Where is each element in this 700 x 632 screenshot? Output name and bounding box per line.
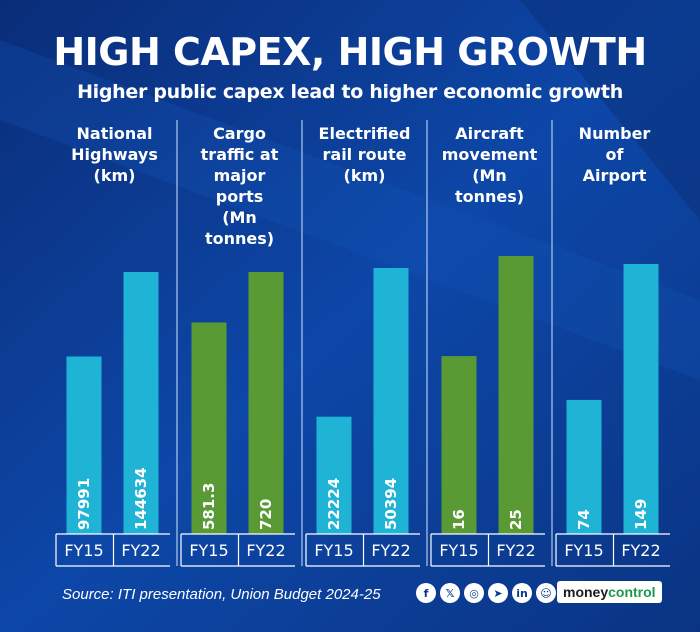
panel-label-aircraft-movement: Aircraft: [455, 124, 524, 143]
value-label-aircraft-movement-fy15: 16: [450, 509, 468, 530]
panel-label-cargo-traffic: (Mn: [222, 208, 257, 227]
bar-number-of-airport-fy15: [566, 399, 602, 534]
bar-national-highways-fy15: [66, 356, 102, 534]
category-label-aircraft-movement-fy15: FY15: [439, 541, 478, 560]
bar-national-highways-fy22: [123, 272, 159, 534]
category-label-national-highways-fy15: FY15: [64, 541, 103, 560]
panel-label-national-highways: National: [77, 124, 153, 143]
panel-label-aircraft-movement: tonnes): [455, 187, 524, 206]
value-label-national-highways-fy15: 97991: [75, 478, 93, 530]
linkedin-icon[interactable]: in: [512, 583, 532, 603]
instagram-icon[interactable]: ◎: [464, 583, 484, 603]
panel-label-number-of-airport: Airport: [583, 166, 647, 185]
chart-title: HIGH CAPEX, HIGH GROWTH: [53, 30, 647, 74]
panel-label-electrified-rail: rail route: [323, 145, 407, 164]
panel-label-national-highways: Highways: [71, 145, 158, 164]
brand-logo: moneycontrol: [557, 581, 662, 603]
chart-subtitle: Higher public capex lead to higher econo…: [77, 81, 623, 103]
panel-label-cargo-traffic: major: [214, 166, 266, 185]
value-label-number-of-airport-fy22: 149: [632, 499, 650, 530]
category-label-number-of-airport-fy22: FY22: [621, 541, 660, 560]
value-label-number-of-airport-fy15: 74: [575, 509, 593, 530]
bar-cargo-traffic-fy15: [191, 322, 227, 534]
value-label-aircraft-movement-fy22: 25: [507, 509, 525, 530]
value-label-electrified-rail-fy22: 50394: [382, 478, 400, 530]
category-label-aircraft-movement-fy22: FY22: [496, 541, 535, 560]
category-label-national-highways-fy22: FY22: [121, 541, 160, 560]
koo-icon[interactable]: ☺: [536, 583, 556, 603]
brand-money: money: [563, 584, 609, 600]
bar-number-of-airport-fy22: [623, 264, 659, 534]
panel-label-aircraft-movement: movement: [442, 145, 538, 164]
bar-aircraft-movement-fy22: [498, 256, 534, 534]
panel-label-cargo-traffic: tonnes): [205, 229, 274, 248]
panel-label-national-highways: (km): [94, 166, 136, 185]
panel-label-cargo-traffic: Cargo: [213, 124, 266, 143]
value-label-cargo-traffic-fy15: 581.3: [200, 483, 218, 530]
telegram-icon[interactable]: ➤: [488, 583, 508, 603]
category-label-cargo-traffic-fy22: FY22: [246, 541, 285, 560]
brand-control: control: [608, 584, 656, 600]
panel-label-electrified-rail: (km): [344, 166, 386, 185]
facebook-icon[interactable]: f: [416, 583, 436, 603]
panel-label-number-of-airport: Number: [579, 124, 651, 143]
panel-label-electrified-rail: Electrified: [319, 124, 411, 143]
bar-electrified-rail-fy22: [373, 268, 409, 534]
x-icon[interactable]: 𝕏: [440, 583, 460, 603]
panel-label-cargo-traffic: ports: [216, 187, 264, 206]
panel-label-number-of-airport: of: [606, 145, 625, 164]
bar-cargo-traffic-fy22: [248, 272, 284, 534]
bar-aircraft-movement-fy15: [441, 356, 477, 534]
value-label-cargo-traffic-fy22: 720: [257, 499, 275, 530]
value-label-electrified-rail-fy15: 22224: [325, 478, 343, 530]
category-label-cargo-traffic-fy15: FY15: [189, 541, 228, 560]
category-label-number-of-airport-fy15: FY15: [564, 541, 603, 560]
panel-label-cargo-traffic: traffic at: [201, 145, 279, 164]
category-label-electrified-rail-fy22: FY22: [371, 541, 410, 560]
panel-label-aircraft-movement: (Mn: [472, 166, 507, 185]
category-label-electrified-rail-fy15: FY15: [314, 541, 353, 560]
social-icons: f 𝕏 ◎ ➤ in ☺: [416, 582, 556, 604]
bar-electrified-rail-fy15: [316, 416, 352, 534]
source-note: Source: ITI presentation, Union Budget 2…: [62, 586, 381, 603]
value-label-national-highways-fy22: 144634: [132, 467, 150, 530]
